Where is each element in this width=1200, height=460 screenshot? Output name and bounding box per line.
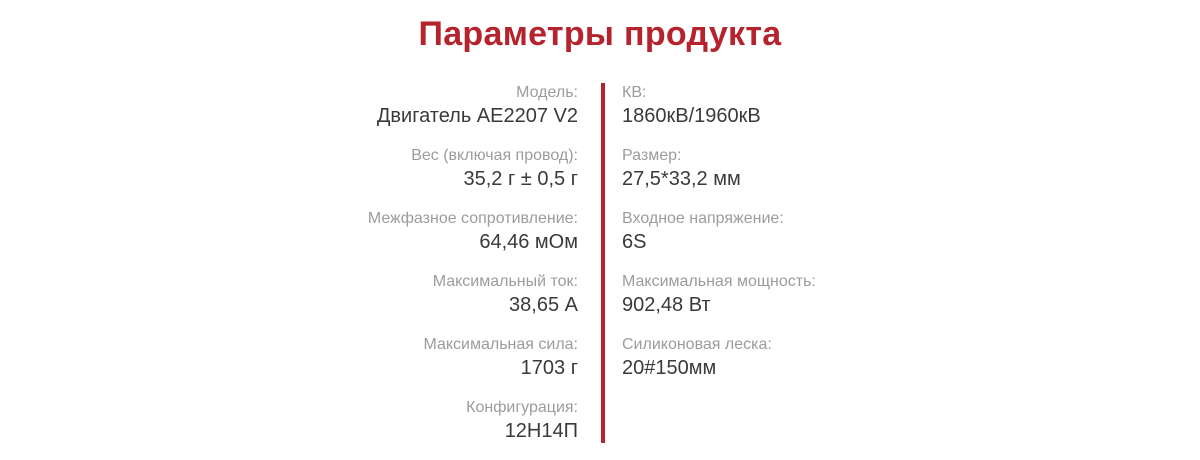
spec-label: Входное напряжение: [622, 210, 784, 227]
spec-value: 27,5*33,2 мм [622, 168, 741, 190]
spec-value: 1703 г [520, 357, 578, 379]
spec-label: Силиконовая леска: [622, 336, 772, 353]
spec-table: Модель: Двигатель AE2207 V2 Вес (включая… [0, 83, 1200, 443]
spec-row-silicone-wire: Силиконовая леска: 20#150мм [622, 335, 1200, 380]
spec-value: 12Н14П [504, 420, 578, 442]
spec-column-right: КВ: 1860кВ/1960кВ Размер: 27,5*33,2 мм В… [605, 83, 1200, 443]
spec-label: Межфазное сопротивление: [367, 210, 578, 227]
spec-label: Вес (включая провод): [411, 147, 578, 164]
spec-label: Максимальная сила: [423, 336, 578, 353]
spec-label: Максимальный ток: [432, 273, 578, 290]
spec-value: Двигатель AE2207 V2 [376, 105, 578, 127]
spec-row-kv: КВ: 1860кВ/1960кВ [622, 83, 1200, 128]
product-parameters-page: Параметры продукта Модель: Двигатель AE2… [0, 14, 1200, 460]
spec-row-input-voltage: Входное напряжение: 6S [622, 209, 1200, 254]
spec-row-configuration: Конфигурация: 12Н14П [0, 398, 578, 443]
spec-row-max-power: Максимальная мощность: 902,48 Вт [622, 272, 1200, 317]
spec-value: 20#150мм [622, 357, 717, 379]
spec-value: 64,46 мОм [479, 231, 578, 253]
spec-value: 6S [622, 231, 647, 253]
spec-row-model: Модель: Двигатель AE2207 V2 [0, 83, 578, 128]
spec-value: 1860кВ/1960кВ [622, 105, 761, 127]
spec-value: 35,2 г ± 0,5 г [463, 168, 578, 190]
spec-row-max-current: Максимальный ток: 38,65 А [0, 272, 578, 317]
spec-column-left: Модель: Двигатель AE2207 V2 Вес (включая… [0, 83, 601, 443]
spec-label: Размер: [622, 147, 682, 164]
spec-label: КВ: [622, 84, 647, 101]
spec-label: Модель: [516, 84, 578, 101]
spec-label: Максимальная мощность: [622, 273, 816, 290]
spec-label: Конфигурация: [466, 399, 578, 416]
spec-value: 38,65 А [509, 294, 578, 316]
vertical-divider [601, 83, 605, 443]
spec-row-max-thrust: Максимальная сила: 1703 г [0, 335, 578, 380]
page-title: Параметры продукта [418, 15, 782, 53]
spec-row-size: Размер: 27,5*33,2 мм [622, 146, 1200, 191]
spec-row-weight: Вес (включая провод): 35,2 г ± 0,5 г [0, 146, 578, 191]
spec-value: 902,48 Вт [622, 294, 711, 316]
spec-row-resistance: Межфазное сопротивление: 64,46 мОм [0, 209, 578, 254]
